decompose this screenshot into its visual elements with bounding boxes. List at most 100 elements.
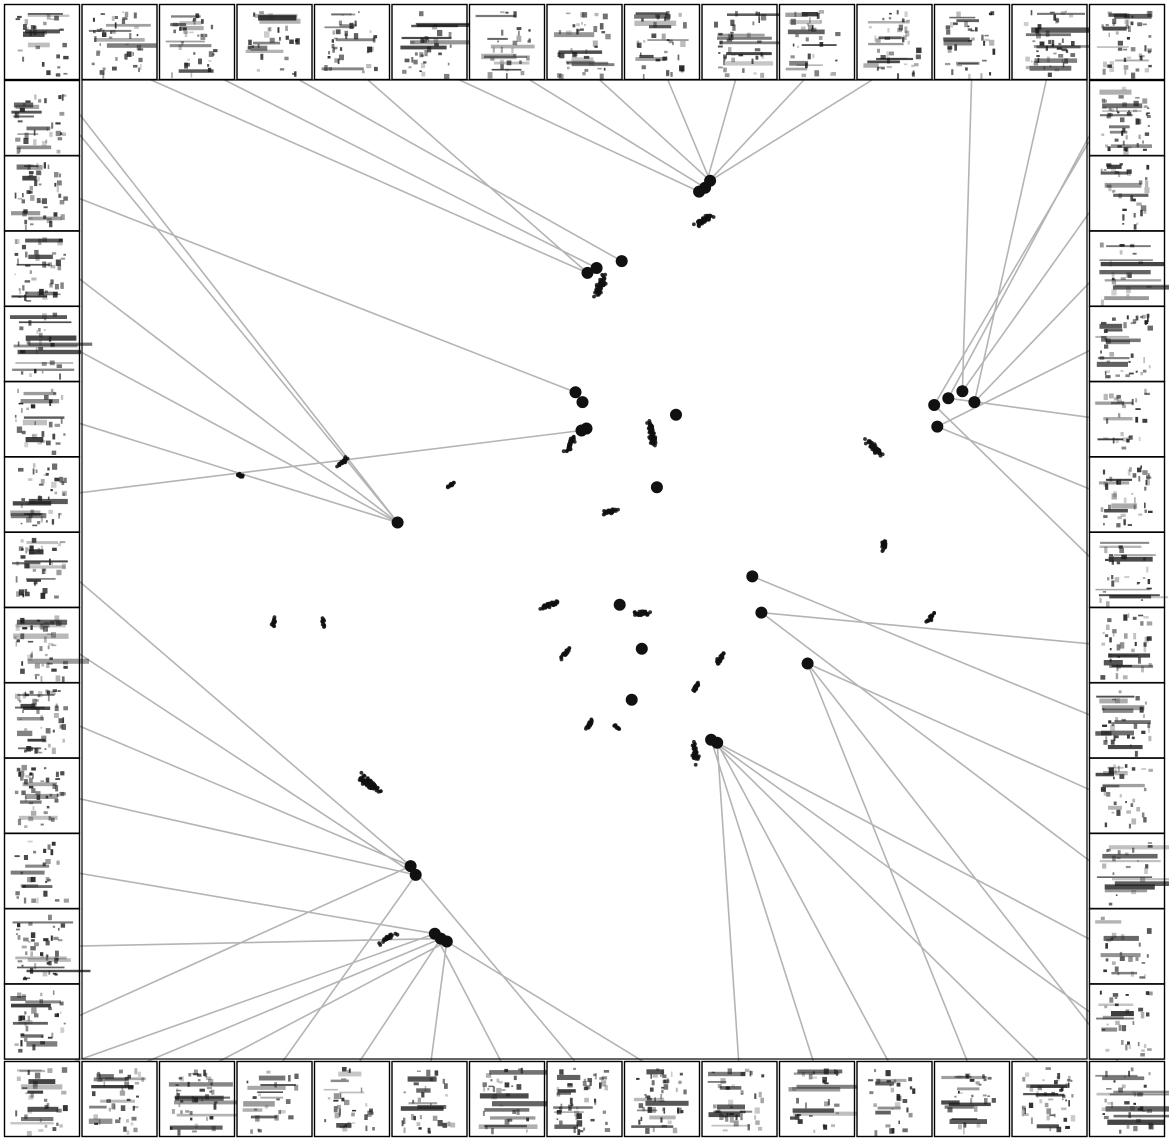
spectrogram-band [801,12,818,17]
spectrogram-cell [205,33,208,38]
spectrogram-cell [434,1070,439,1076]
spectrogram-cell [57,264,62,271]
spectrogram-cell [416,1122,421,1127]
spectrogram-cell [711,1071,715,1074]
spectrogram-cell [528,38,531,41]
spectrogram-cell [18,718,22,721]
spectrogram-cell [758,11,760,17]
scatter-point [613,723,618,728]
spectrogram-thumbnail [1088,381,1166,458]
spectrogram-cell [62,94,67,97]
spectrogram-cell [1119,244,1125,247]
spectrogram-cell [63,1022,66,1025]
spectrogram-cell [22,193,24,198]
spectrogram-cell [19,107,25,112]
spectrogram-band [1113,1114,1169,1118]
spectrogram-cell [38,238,42,245]
spectrogram-cell [41,663,45,667]
spectrogram-cell [15,18,21,21]
scatter-point [594,287,599,292]
thumbnail-background [1089,983,1165,1060]
spectrogram-band [88,1118,113,1124]
spectrogram-cell [719,1114,724,1120]
spectrogram-band [1111,503,1138,509]
spectrogram-cell [954,1095,957,1098]
spectrogram-cell [1107,112,1112,119]
spectrogram-cell [193,18,197,22]
spectrogram-cell [603,67,606,71]
spectrogram-cell [1099,356,1105,360]
spectrogram-cell [500,46,503,53]
spectrogram-cell [583,55,590,59]
spectrogram-cell [1116,523,1121,528]
spectrogram-cell [1144,486,1147,491]
spectrogram-cell [654,1097,656,1102]
spectrogram-cell [558,30,562,35]
spectrogram-cell [1137,1092,1143,1097]
spectrogram-cell [1135,370,1138,373]
spectrogram-cell [485,1125,488,1130]
spectrogram-cell [178,44,182,50]
spectrogram-band [1112,285,1169,290]
spectrogram-cell [666,70,669,77]
spectrogram-cell [749,1070,752,1077]
spectrogram-cell [47,633,53,635]
spectrogram-cell [1147,1048,1152,1051]
spectrogram-cell [21,430,26,435]
spectrogram-band [557,1089,576,1093]
spectrogram-cell [38,99,42,103]
spectrogram-cell [496,1087,502,1094]
spectrogram-cell [1112,18,1117,25]
spectrogram-thumbnail [313,3,391,81]
spectrogram-cell [1114,1003,1119,1007]
spectrogram-cell [60,792,66,796]
spectrogram-cell [874,1130,878,1137]
spectrogram-cell [59,173,62,178]
spectrogram-cell [19,770,25,777]
spectrogram-band [253,41,281,45]
spectrogram-cell [647,1097,652,1101]
spectrogram-cell [1147,107,1150,109]
spectrogram-cell [100,28,102,32]
spectrogram-cell [447,1121,451,1127]
connector-line [973,65,1051,403]
spectrogram-cell [18,296,21,298]
spectrogram-cell [516,1109,520,1115]
spectrogram-cell [1130,353,1134,358]
spectrogram-cell [55,130,61,137]
spectrogram-thumbnail [1088,983,1166,1060]
spectrogram-cell [1102,708,1105,711]
spectrogram-band [28,254,53,259]
spectrogram-cell [881,66,885,70]
spectrogram-cell [1130,1105,1135,1111]
scatter-point [567,646,572,650]
spectrogram-cell [39,483,44,486]
spectrogram-cell [32,1080,38,1087]
spectrogram-cell [1115,673,1119,680]
scatter-point [605,511,609,515]
spectrogram-cell [1140,877,1146,883]
spectrogram-cell [21,964,24,967]
spectrogram-cell [59,132,63,136]
spectrogram-cell [1126,810,1131,814]
spectrogram-cell [268,13,273,20]
spectrogram-cell [55,771,59,778]
connector-line [710,739,818,1074]
spectrogram-cell [51,481,57,488]
spectrogram-cell [761,54,765,59]
spectrogram-cell [46,13,51,20]
spectrogram-cell [1125,1044,1128,1051]
spectrogram-cell [1148,735,1152,742]
spectrogram-cell [17,258,19,265]
spectrogram-cell [1124,764,1128,768]
spectrogram-cell [1037,24,1042,30]
scatter-point [362,773,366,778]
spectrogram-cell [1117,171,1121,178]
spectrogram-band [20,884,39,888]
spectrogram-band [254,13,298,18]
spectrogram-cell [1106,849,1109,853]
spectrogram-cell [45,777,50,783]
spectrogram-cell [964,21,968,28]
spectrogram-cell [93,1114,98,1120]
connector-line [936,343,1104,428]
